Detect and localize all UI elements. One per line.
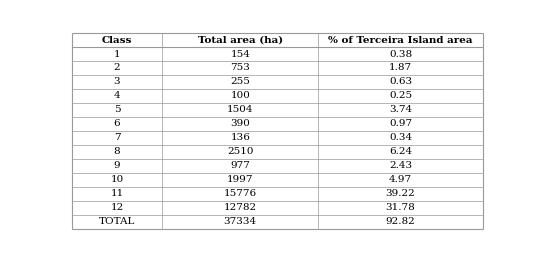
Text: 0.97: 0.97: [389, 119, 412, 128]
Text: 92.82: 92.82: [386, 217, 415, 226]
Text: 15776: 15776: [224, 189, 257, 198]
Text: 1.87: 1.87: [389, 63, 412, 73]
Text: 39.22: 39.22: [386, 189, 415, 198]
Text: 6: 6: [114, 119, 120, 128]
Text: TOTAL: TOTAL: [99, 217, 135, 226]
Text: 977: 977: [230, 161, 250, 170]
Text: 10: 10: [110, 175, 124, 184]
Text: 31.78: 31.78: [386, 203, 415, 212]
Text: 3.74: 3.74: [389, 105, 412, 114]
Text: 0.34: 0.34: [389, 133, 412, 142]
Text: 0.38: 0.38: [389, 49, 412, 59]
Text: 7: 7: [114, 133, 120, 142]
Text: 6.24: 6.24: [389, 147, 412, 156]
Text: 2.43: 2.43: [389, 161, 412, 170]
Text: 1504: 1504: [227, 105, 254, 114]
Text: 9: 9: [114, 161, 120, 170]
Text: 12782: 12782: [224, 203, 257, 212]
Text: 5: 5: [114, 105, 120, 114]
Text: 37334: 37334: [224, 217, 257, 226]
Text: 4.97: 4.97: [389, 175, 412, 184]
Text: 1997: 1997: [227, 175, 254, 184]
Text: 100: 100: [230, 91, 250, 100]
Text: 0.63: 0.63: [389, 77, 412, 87]
Text: 753: 753: [230, 63, 250, 73]
Text: 12: 12: [110, 203, 124, 212]
Text: Class: Class: [102, 35, 132, 45]
Text: 2: 2: [114, 63, 120, 73]
Text: 2510: 2510: [227, 147, 254, 156]
Text: 1: 1: [114, 49, 120, 59]
Text: 390: 390: [230, 119, 250, 128]
Text: 255: 255: [230, 77, 250, 87]
Text: 4: 4: [114, 91, 120, 100]
Text: 3: 3: [114, 77, 120, 87]
Text: 136: 136: [230, 133, 250, 142]
Text: 8: 8: [114, 147, 120, 156]
Text: Total area (ha): Total area (ha): [197, 35, 283, 45]
Text: 0.25: 0.25: [389, 91, 412, 100]
Text: % of Terceira Island area: % of Terceira Island area: [328, 35, 473, 45]
Text: 154: 154: [230, 49, 250, 59]
Text: 11: 11: [110, 189, 124, 198]
